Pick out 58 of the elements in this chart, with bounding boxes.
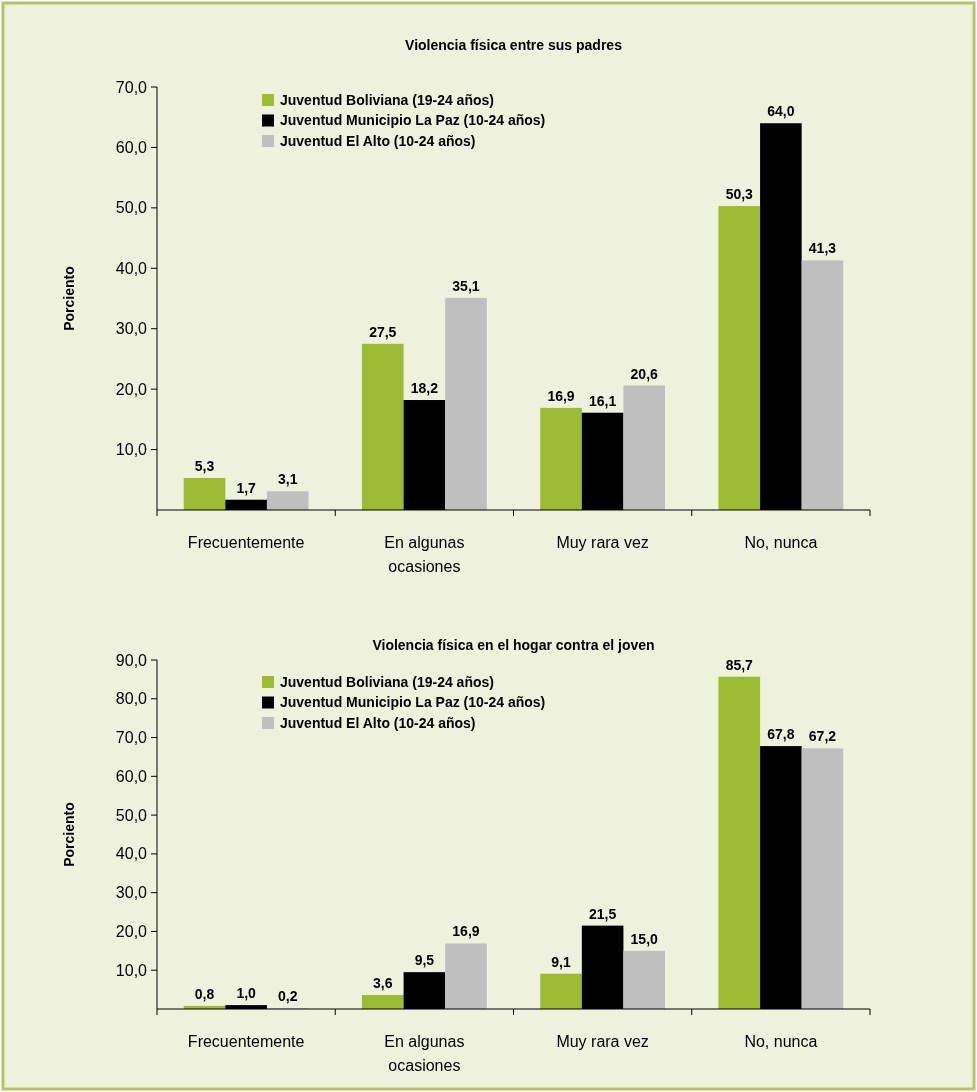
legend-label: Juventud Boliviana (19-24 años) (280, 673, 494, 690)
data-label: 0,2 (277, 988, 298, 1005)
y-tick-label: 40,0 (115, 845, 148, 863)
y-tick-label: 60,0 (115, 767, 148, 785)
y-tick-label: 50,0 (115, 199, 148, 217)
data-label: 3,1 (277, 471, 298, 488)
data-label: 20,6 (630, 365, 659, 382)
data-label: 5,3 (194, 457, 215, 474)
y-tick-label: 30,0 (115, 884, 148, 902)
data-label: 35,1 (452, 277, 480, 294)
y-tick-label: 50,0 (115, 806, 148, 824)
y-tick-label: 80,0 (115, 690, 148, 708)
chart-title: Violencia física en el hogar contra el joven (372, 637, 655, 653)
y-tick-label: 40,0 (115, 259, 148, 277)
y-tick-label: 10,0 (115, 961, 148, 979)
data-label: 50,3 (725, 186, 754, 203)
x-tick-label: Muy rara vez (556, 534, 649, 551)
data-label: 3,6 (373, 975, 393, 992)
x-tick-label: En algunas ocasiones (384, 1033, 465, 1074)
data-label: 1,0 (236, 985, 257, 1002)
data-label: 67,8 (767, 726, 795, 743)
y-tick-label: 30,0 (115, 320, 148, 338)
x-tick-label: Frecuentemente (187, 534, 305, 551)
data-label: 1,7 (236, 479, 257, 496)
x-tick-label: No, nunca (744, 1033, 818, 1050)
y-tick-label: 10,0 (115, 441, 148, 459)
y-tick-label: 70,0 (115, 729, 148, 747)
y-tick-label: 90,0 (115, 651, 148, 669)
data-label: 85,7 (725, 656, 754, 673)
data-label: 16,1 (589, 392, 617, 409)
data-label: 0,8 (194, 985, 215, 1002)
data-label: 9,1 (551, 953, 571, 970)
data-label: 16,9 (547, 387, 575, 404)
y-tick-label: 60,0 (115, 139, 148, 157)
y-axis-title: Porciento (61, 802, 77, 867)
data-label: 27,5 (369, 323, 397, 340)
legend-label: Juventud Boliviana (19-24 años) (280, 91, 494, 108)
legend-label: Juventud Municipio La Paz (10-24 años) (280, 112, 546, 129)
x-tick-label: En algunas ocasiones (384, 534, 465, 575)
x-tick-label: Muy rara vez (556, 1033, 649, 1050)
x-tick-label: Frecuentemente (187, 1033, 305, 1050)
data-label: 16,9 (452, 923, 480, 940)
data-label: 15,0 (630, 930, 659, 947)
legend-label: Juventud Municipio La Paz (10-24 años) (280, 694, 546, 711)
data-label: 9,5 (414, 952, 435, 969)
data-label: 21,5 (589, 905, 617, 922)
y-axis-title: Porciento (61, 266, 77, 331)
y-tick-label: 20,0 (115, 923, 148, 941)
y-tick-label: 20,0 (115, 380, 148, 398)
y-tick-label: 70,0 (115, 78, 148, 96)
data-label: 67,2 (808, 728, 837, 745)
legend-label: Juventud El Alto (10-24 años) (280, 132, 476, 149)
data-label: 18,2 (410, 380, 439, 397)
data-label: 64,0 (767, 103, 795, 120)
legend-label: Juventud El Alto (10-24 años) (280, 714, 476, 731)
x-tick-label: No, nunca (744, 534, 818, 551)
data-label: 41,3 (808, 240, 837, 257)
chart-title: Violencia física entre sus padres (405, 37, 623, 53)
